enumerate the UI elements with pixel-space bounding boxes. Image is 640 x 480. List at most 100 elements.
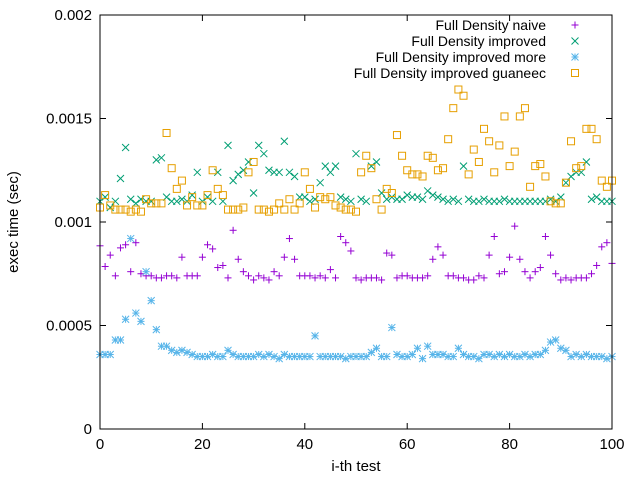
data-point [270, 268, 278, 276]
data-point [387, 323, 396, 332]
data-point [229, 226, 237, 234]
data-point [551, 336, 560, 344]
data-point [101, 191, 110, 200]
data-point [367, 348, 376, 357]
data-point [597, 176, 606, 185]
data-point [239, 166, 248, 175]
data-point [147, 272, 155, 280]
data-point [367, 164, 376, 173]
data-point [259, 149, 268, 158]
data-point [209, 245, 217, 253]
data-point [557, 276, 565, 284]
series-cross-points [96, 137, 616, 212]
legend-symbol [571, 37, 579, 45]
series-square-points [96, 85, 616, 216]
x-tick-label: 80 [501, 436, 518, 453]
data-point [577, 162, 586, 171]
data-point [531, 162, 540, 171]
data-point [290, 205, 299, 214]
data-point [326, 266, 334, 274]
data-point [383, 249, 391, 257]
data-point [587, 195, 596, 204]
data-point [311, 274, 319, 282]
data-point [439, 195, 447, 204]
data-point [562, 178, 570, 187]
data-point [433, 166, 442, 175]
data-point [106, 201, 115, 210]
data-point [147, 199, 156, 208]
data-point [234, 170, 243, 179]
data-point [382, 352, 391, 361]
data-point [332, 274, 340, 282]
data-point [546, 197, 555, 206]
x-axis-label: i-th test [331, 458, 381, 475]
data-point [423, 151, 432, 160]
data-point [305, 184, 314, 193]
data-point [137, 270, 145, 278]
data-point [234, 255, 242, 263]
data-point [116, 244, 124, 252]
data-point [280, 253, 288, 261]
data-point [213, 168, 222, 177]
data-point [439, 164, 448, 173]
data-point [260, 274, 268, 282]
data-point [536, 264, 544, 272]
data-point [316, 193, 325, 202]
data-point [362, 151, 371, 160]
data-point [254, 205, 263, 214]
data-point [183, 201, 192, 210]
data-point [244, 272, 252, 280]
data-point [121, 143, 130, 152]
data-point [259, 205, 268, 214]
data-point [193, 168, 202, 177]
data-point [592, 193, 601, 202]
data-point [428, 191, 437, 199]
data-point [582, 274, 590, 282]
data-point [413, 170, 422, 179]
data-point [377, 205, 386, 214]
data-point [541, 197, 550, 206]
data-point [454, 344, 463, 353]
data-point [357, 168, 366, 177]
data-point [454, 85, 463, 94]
data-point [106, 203, 115, 212]
data-point [346, 205, 355, 214]
y-axis-label: exec time (sec) [5, 171, 22, 273]
series-star-points [96, 234, 616, 363]
data-point [398, 151, 407, 160]
data-point [157, 274, 165, 282]
data-point [213, 184, 222, 193]
data-point [275, 168, 284, 177]
legend-label: Full Density improved [411, 33, 546, 49]
data-point [495, 197, 504, 206]
y-tick-label: 0.0015 [46, 111, 92, 128]
legend-label: Full Density naive [436, 17, 547, 33]
data-point [413, 193, 422, 202]
data-point [229, 176, 237, 185]
data-point [541, 172, 550, 181]
legend-label: Full Density improved more [376, 49, 547, 65]
data-point [598, 243, 606, 251]
data-point [474, 157, 483, 166]
data-point [275, 199, 284, 208]
data-point [459, 162, 468, 170]
data-point [306, 352, 314, 361]
data-point [167, 164, 176, 173]
data-point [480, 274, 488, 282]
data-point [337, 232, 345, 240]
data-point [556, 199, 565, 208]
data-point [264, 207, 273, 216]
data-point [485, 251, 493, 259]
data-point [331, 162, 340, 170]
data-point [183, 197, 191, 206]
data-point [388, 251, 396, 259]
data-point [398, 195, 406, 204]
data-point [439, 350, 447, 359]
data-point [127, 268, 135, 276]
data-point [254, 141, 263, 150]
data-point [111, 205, 120, 214]
data-point [198, 253, 206, 261]
data-point [587, 124, 596, 133]
data-point [341, 205, 350, 214]
